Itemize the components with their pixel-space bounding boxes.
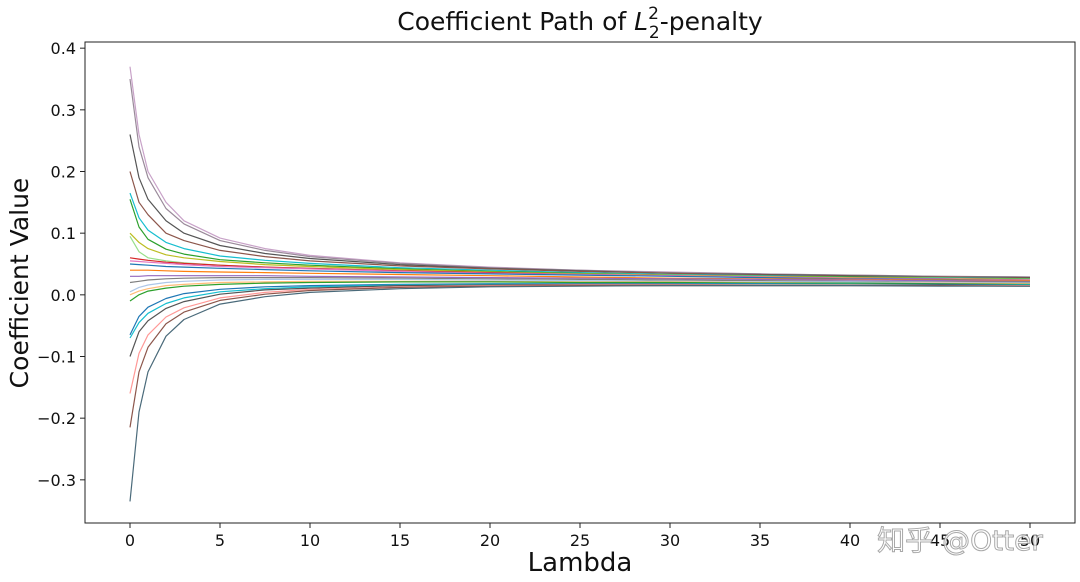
x-axis-label: Lambda: [528, 548, 633, 578]
x-tick-label: 50: [1020, 531, 1040, 550]
series-line-4: [129, 171, 1031, 279]
watermark: 知乎 @Otter: [877, 524, 1043, 557]
chart-title-math-base: L: [634, 7, 648, 36]
series-line-23: [129, 285, 1030, 502]
y-tick-label: 0.1: [51, 224, 76, 243]
series-line-18: [129, 283, 1031, 336]
series-line-1: [129, 66, 1031, 278]
series-line-13: [130, 275, 1031, 282]
x-tick-label: 0: [125, 531, 135, 550]
x-tick-label: 5: [215, 531, 225, 550]
x-tick-label: 20: [480, 531, 500, 550]
series-line-22: [129, 285, 1031, 428]
series-line-17: [129, 281, 1031, 302]
y-tick-label: 0.0: [51, 286, 76, 305]
series-line-11: [129, 263, 1031, 282]
series-line-7: [129, 232, 1031, 280]
y-tick-label: 0.2: [51, 163, 76, 182]
chart-title-math-sup: 2: [648, 4, 659, 24]
chart-title-prefix: Coefficient Path of: [397, 7, 634, 36]
series-line-20: [129, 283, 1031, 357]
series-line-15: [129, 278, 1031, 293]
x-axis-ticks: 0 5 10 15 20 25 30 35 40 45 50: [125, 523, 1040, 550]
x-tick-label: 40: [840, 531, 860, 550]
x-tick-label: 35: [750, 531, 770, 550]
chart-title-math-sub: 2: [649, 23, 660, 43]
series-line-14: [129, 277, 1030, 284]
y-axis-label: Coefficient Value: [5, 178, 34, 389]
x-tick-label: 25: [570, 531, 590, 550]
y-axis-ticks: −0.3 −0.2 −0.1 0.0 0.1 0.2 0.3 0.4: [37, 39, 85, 490]
y-tick-label: −0.1: [37, 348, 76, 367]
chart-title: Coefficient Path of L2 2-penalty: [397, 4, 763, 43]
y-tick-label: −0.2: [37, 409, 76, 428]
series-line-21: [129, 284, 1030, 394]
series-layer: [129, 66, 1031, 502]
y-tick-label: 0.4: [51, 39, 76, 58]
x-tick-label: 45: [930, 531, 950, 550]
x-tick-label: 10: [300, 531, 320, 550]
x-tick-label: 15: [390, 531, 410, 550]
series-line-2: [129, 78, 1031, 278]
chart-title-suffix: -penalty: [660, 7, 763, 36]
y-tick-label: 0.3: [51, 101, 76, 120]
series-line-5: [129, 192, 1031, 280]
y-tick-label: −0.3: [37, 471, 76, 490]
x-tick-label: 30: [660, 531, 680, 550]
